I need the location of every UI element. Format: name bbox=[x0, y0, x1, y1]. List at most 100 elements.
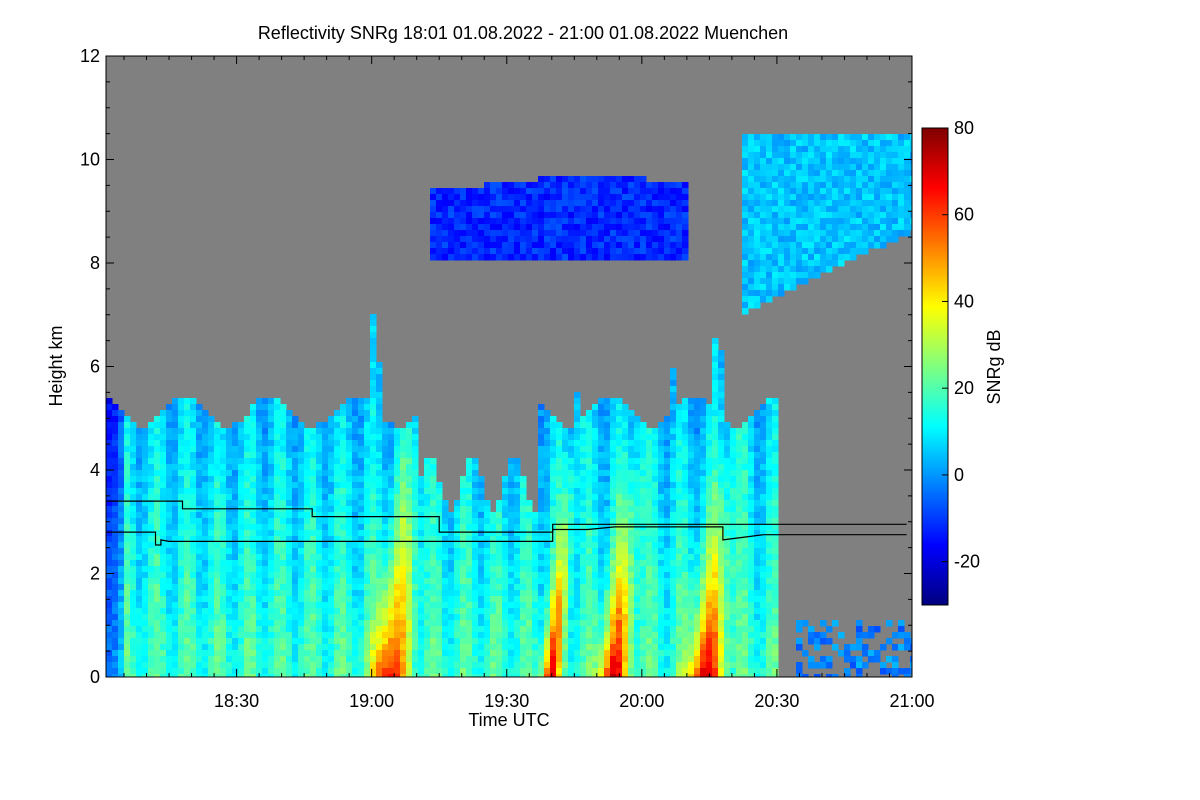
field-cell bbox=[676, 218, 683, 225]
field-cell bbox=[430, 458, 437, 465]
field-cell bbox=[646, 248, 653, 255]
field-cell bbox=[622, 206, 629, 213]
field-cell bbox=[466, 668, 473, 675]
field-cell bbox=[202, 614, 209, 621]
reflectivity-field bbox=[106, 134, 912, 677]
field-cell bbox=[460, 194, 467, 201]
field-cell bbox=[700, 488, 707, 495]
field-cell bbox=[646, 530, 653, 537]
field-cell bbox=[592, 458, 599, 465]
field-cell bbox=[454, 194, 461, 201]
field-cell bbox=[694, 566, 701, 573]
field-cell bbox=[520, 206, 527, 213]
field-cell bbox=[232, 674, 239, 677]
field-cell bbox=[592, 530, 599, 537]
field-cell bbox=[460, 590, 467, 597]
field-cell bbox=[658, 500, 665, 507]
field-cell bbox=[430, 560, 437, 567]
field-cell bbox=[556, 632, 563, 639]
field-cell bbox=[508, 638, 515, 645]
field-cell bbox=[622, 608, 629, 615]
field-cell bbox=[172, 500, 179, 507]
field-cell bbox=[568, 602, 575, 609]
field-cell bbox=[370, 314, 377, 321]
field-cell bbox=[226, 608, 233, 615]
field-cell bbox=[364, 512, 371, 519]
field-cell bbox=[658, 464, 665, 471]
field-cell bbox=[358, 638, 365, 645]
field-cell bbox=[688, 518, 695, 525]
field-cell bbox=[514, 194, 521, 201]
field-cell bbox=[442, 560, 449, 567]
field-cell bbox=[538, 596, 545, 603]
field-cell bbox=[136, 602, 143, 609]
field-cell bbox=[208, 674, 215, 677]
field-cell bbox=[196, 416, 203, 423]
field-cell bbox=[634, 662, 641, 669]
field-cell bbox=[370, 434, 377, 441]
field-cell bbox=[154, 596, 161, 603]
field-cell bbox=[136, 644, 143, 651]
field-cell bbox=[592, 506, 599, 513]
field-cell bbox=[472, 458, 479, 465]
field-cell bbox=[682, 482, 689, 489]
field-cell bbox=[418, 542, 425, 549]
field-cell bbox=[106, 650, 113, 657]
field-cell bbox=[676, 656, 683, 663]
field-cell bbox=[292, 626, 299, 633]
field-cell bbox=[448, 242, 455, 249]
field-cell bbox=[178, 434, 185, 441]
field-cell bbox=[568, 458, 575, 465]
field-cell bbox=[316, 566, 323, 573]
field-cell bbox=[190, 542, 197, 549]
field-cell bbox=[376, 506, 383, 513]
field-cell bbox=[622, 542, 629, 549]
field-cell bbox=[184, 554, 191, 561]
field-cell bbox=[442, 602, 449, 609]
field-cell bbox=[142, 542, 149, 549]
field-cell bbox=[544, 650, 551, 657]
field-cell bbox=[460, 656, 467, 663]
field-cell bbox=[616, 212, 623, 219]
field-cell bbox=[208, 662, 215, 669]
field-cell bbox=[268, 398, 275, 405]
field-cell bbox=[412, 470, 419, 477]
field-cell bbox=[598, 632, 605, 639]
field-cell bbox=[340, 650, 347, 657]
field-cell bbox=[562, 524, 569, 531]
field-cell bbox=[682, 440, 689, 447]
field-cell bbox=[610, 596, 617, 603]
field-cell bbox=[688, 452, 695, 459]
field-cell bbox=[700, 494, 707, 501]
field-cell bbox=[190, 572, 197, 579]
field-cell bbox=[640, 512, 647, 519]
field-cell bbox=[118, 458, 125, 465]
field-cell bbox=[154, 578, 161, 585]
field-cell bbox=[202, 554, 209, 561]
field-cell bbox=[316, 602, 323, 609]
field-cell bbox=[688, 494, 695, 501]
field-cell bbox=[610, 440, 617, 447]
field-cell bbox=[166, 464, 173, 471]
field-cell bbox=[274, 596, 281, 603]
field-cell bbox=[586, 488, 593, 495]
field-cell bbox=[358, 614, 365, 621]
field-cell bbox=[112, 572, 119, 579]
field-cell bbox=[346, 608, 353, 615]
field-cell bbox=[334, 488, 341, 495]
field-cell bbox=[136, 572, 143, 579]
field-cell bbox=[280, 620, 287, 627]
field-cell bbox=[610, 518, 617, 525]
field-cell bbox=[478, 530, 485, 537]
field-cell bbox=[400, 620, 407, 627]
field-cell bbox=[394, 590, 401, 597]
field-cell bbox=[712, 338, 719, 345]
field-cell bbox=[202, 428, 209, 435]
field-cell bbox=[118, 446, 125, 453]
field-cell bbox=[220, 668, 227, 675]
field-cell bbox=[190, 560, 197, 567]
field-cell bbox=[532, 224, 539, 231]
field-cell bbox=[700, 464, 707, 471]
field-cell bbox=[718, 530, 725, 537]
field-cell bbox=[508, 662, 515, 669]
